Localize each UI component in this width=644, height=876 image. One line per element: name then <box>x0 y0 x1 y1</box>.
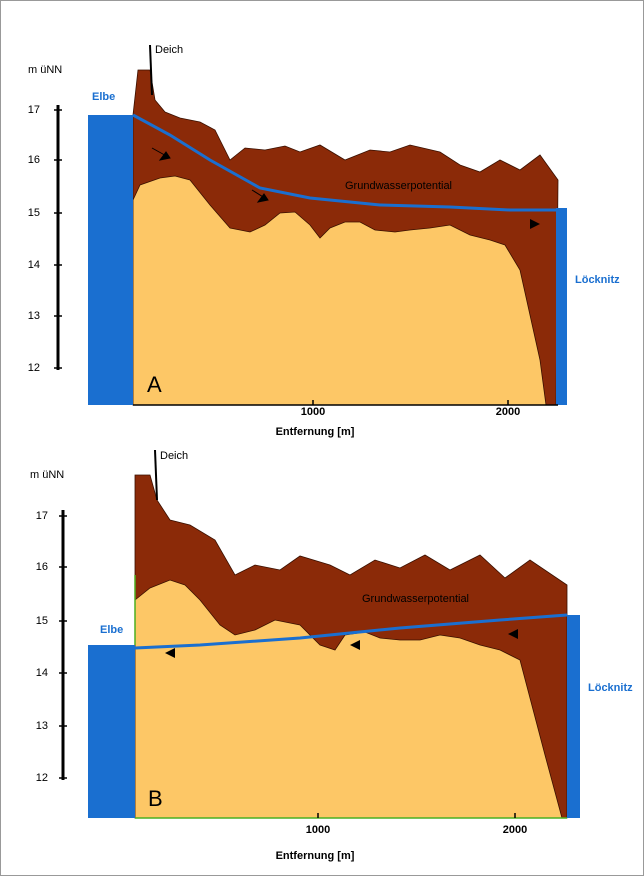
y-tick-label: 12 <box>28 362 40 374</box>
x-tick-label: 2000 <box>496 406 520 418</box>
dike-label: Deich <box>160 450 188 462</box>
annotation: Grundwasserpotential <box>362 593 469 605</box>
x-axis-label: Entfernung [m] <box>276 426 355 438</box>
y-tick-label: 15 <box>28 207 40 219</box>
y-tick-label: 14 <box>28 259 40 271</box>
elbe-water <box>88 115 133 405</box>
panel-label: B <box>148 786 163 811</box>
y-tick-label: 14 <box>36 667 48 679</box>
loecknitz-water <box>567 615 580 818</box>
x-axis-label: Entfernung [m] <box>276 850 355 862</box>
left-river-label: Elbe <box>92 91 115 103</box>
loecknitz-water <box>556 208 567 405</box>
right-river-label: Löcknitz <box>575 274 620 286</box>
panel-label: A <box>147 372 162 397</box>
y-tick-label: 13 <box>36 720 48 732</box>
y-tick-label: 16 <box>28 154 40 166</box>
y-tick-label: 15 <box>36 615 48 627</box>
x-tick-label: 1000 <box>306 824 330 836</box>
y-tick-label: 17 <box>36 510 48 522</box>
y-tick-label: 16 <box>36 561 48 573</box>
y-tick-label: 17 <box>28 104 40 116</box>
left-river-label: Elbe <box>100 624 123 636</box>
x-tick-label: 1000 <box>301 406 325 418</box>
x-tick-label: 2000 <box>503 824 527 836</box>
right-river-label: Löcknitz <box>588 682 633 694</box>
elbe-water <box>88 645 135 818</box>
annotation: Grundwasserpotential <box>345 180 452 192</box>
dike-label: Deich <box>155 44 183 56</box>
figure: m üNN 17 16 15 14 13 12 1000 2000 Entfer… <box>0 0 644 876</box>
y-tick-label: 12 <box>36 772 48 784</box>
y-tick-label: 13 <box>28 310 40 322</box>
y-axis-label: m üNN <box>30 469 64 481</box>
y-axis-label: m üNN <box>28 64 62 76</box>
